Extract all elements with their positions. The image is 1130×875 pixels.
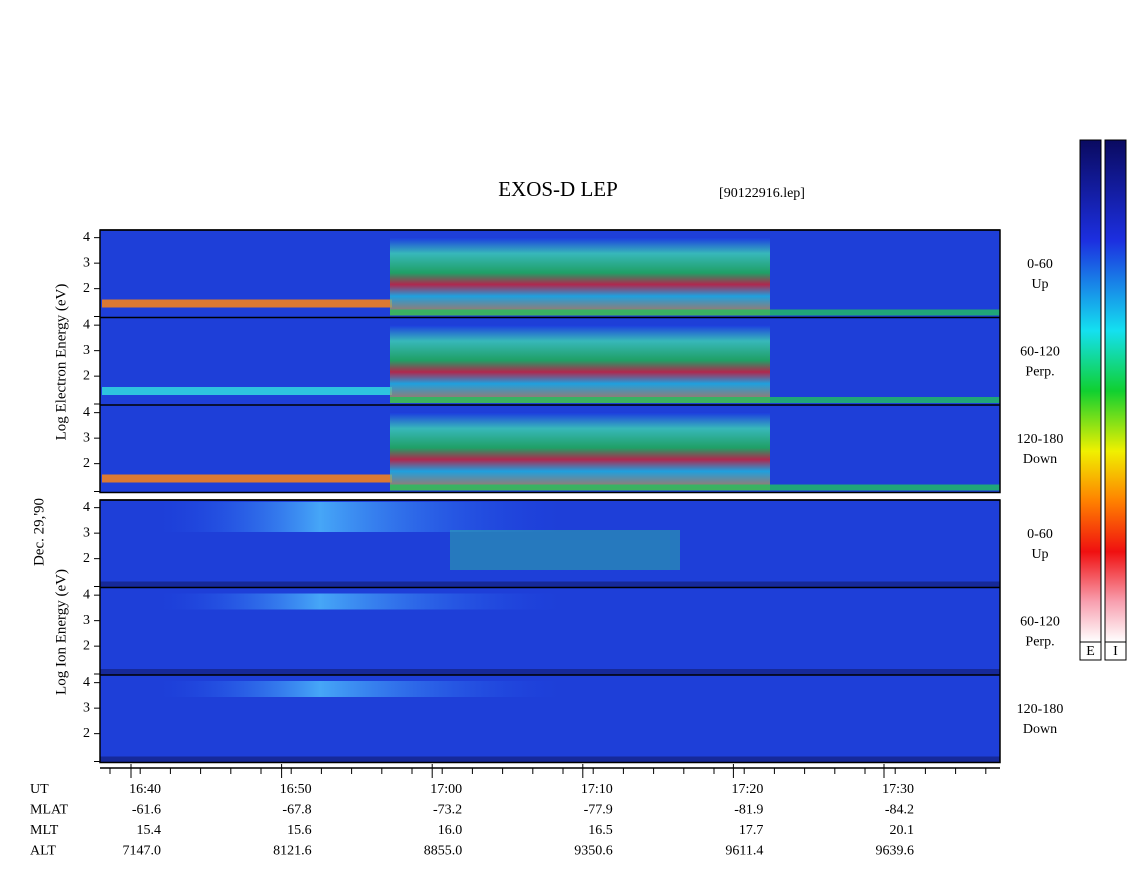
row-value: 17:30 <box>882 782 914 797</box>
row-value: -73.2 <box>433 803 462 818</box>
row-value: 15.4 <box>137 823 162 838</box>
row-value: 20.1 <box>890 823 915 838</box>
colorbar <box>1079 139 1102 643</box>
electron-axis-label: Log Electron Energy (eV) <box>53 284 69 441</box>
panel-label: 60-120 <box>1020 345 1060 360</box>
row-value: 15.6 <box>287 823 312 838</box>
noise-floor <box>100 581 1000 588</box>
row-value: 16:40 <box>129 782 161 797</box>
y-tick-label: 4 <box>83 405 90 420</box>
ion-feature <box>160 502 560 532</box>
row-value: 17:10 <box>581 782 613 797</box>
low-energy-band <box>102 387 392 395</box>
panel-label: Up <box>1031 277 1048 292</box>
y-tick-label: 3 <box>83 613 90 628</box>
row-value: 17:00 <box>430 782 462 797</box>
y-tick-label: 2 <box>83 726 90 741</box>
panel-label: 120-180 <box>1017 432 1064 447</box>
y-tick-label: 3 <box>83 525 90 540</box>
row-value: -84.2 <box>885 803 914 818</box>
footer: UT 16:40 16:50 17:00 17:10 17:20 17:30 MLAT -61.… <box>30 764 1000 859</box>
precipitation-region <box>390 325 770 403</box>
ion-axis-label: Log Ion Energy (eV) <box>53 569 69 695</box>
row-value: 16.0 <box>438 823 463 838</box>
panel-label: Perp. <box>1025 635 1054 650</box>
row-value: -67.8 <box>282 803 311 818</box>
block-frame <box>99 229 1001 494</box>
bottom-band <box>390 309 1000 316</box>
row-name: UT <box>30 782 49 797</box>
row-name: MLT <box>30 823 59 838</box>
y-tick-label: 4 <box>83 500 90 515</box>
low-energy-band <box>102 474 392 483</box>
low-energy-band <box>102 299 392 308</box>
panels: 2 3 4 0-60 Up 2 3 4 60-120 Perp. 2 3 4 120-180 Down 2 3 4… <box>83 229 1064 764</box>
y-tick-label: 3 <box>83 343 90 358</box>
row-value: 9350.6 <box>574 844 613 859</box>
noise-floor <box>100 669 1000 675</box>
panel-label: Up <box>1031 547 1048 562</box>
row-value: 8121.6 <box>273 844 312 859</box>
row-value: 17.7 <box>739 823 764 838</box>
panel-label: 120-180 <box>1017 702 1064 717</box>
row-value: 9611.4 <box>725 844 763 859</box>
y-tick-label: 2 <box>83 638 90 653</box>
row-value: -61.6 <box>132 803 161 818</box>
panel-label: Down <box>1023 452 1057 467</box>
row-value: 17:20 <box>732 782 764 797</box>
y-tick-label: 4 <box>83 587 90 602</box>
row-value: -77.9 <box>584 803 613 818</box>
precipitation-region <box>390 238 770 316</box>
y-tick-label: 2 <box>83 456 90 471</box>
colorbar-label-box <box>1104 641 1127 661</box>
precipitation-region <box>390 413 770 491</box>
panel-label: 60-120 <box>1020 615 1060 630</box>
date-label: Dec. 29,'90 <box>31 498 47 566</box>
title: EXOS-D LEP <box>498 177 618 201</box>
row-value: 8855.0 <box>424 844 463 859</box>
panel-label: Perp. <box>1025 365 1054 380</box>
y-tick-label: 4 <box>83 230 90 245</box>
y-tick-label: 2 <box>83 281 90 296</box>
file-name: [90122916.lep] <box>719 186 805 201</box>
row-name: ALT <box>30 844 56 859</box>
colorbar <box>1104 139 1127 643</box>
row-value: 9639.6 <box>876 844 915 859</box>
colorbar-label-box <box>1079 641 1102 661</box>
panel-label: Down <box>1023 722 1057 737</box>
y-tick-label: 3 <box>83 255 90 270</box>
y-tick-label: 2 <box>83 368 90 383</box>
row-name: MLAT <box>30 803 69 818</box>
row-value: 16:50 <box>280 782 312 797</box>
panel-label: 0-60 <box>1027 257 1053 272</box>
row-value: -81.9 <box>734 803 763 818</box>
panel-label: 0-60 <box>1027 527 1053 542</box>
colorbar-label: I <box>1113 644 1118 659</box>
ion-beam <box>450 530 680 570</box>
block-frame <box>99 499 1001 764</box>
y-tick-label: 3 <box>83 430 90 445</box>
y-tick-label: 4 <box>83 317 90 332</box>
ion-feature <box>160 593 560 610</box>
bottom-band <box>390 397 1000 403</box>
y-tick-label: 4 <box>83 675 90 690</box>
y-tick-label: 3 <box>83 700 90 715</box>
y-tick-label: 2 <box>83 551 90 566</box>
bottom-band <box>390 484 1000 491</box>
row-value: 16.5 <box>588 823 613 838</box>
row-value: 7147.0 <box>123 844 162 859</box>
ion-feature <box>160 681 560 697</box>
colorbar-label: E <box>1086 644 1095 659</box>
noise-floor <box>100 756 1000 763</box>
